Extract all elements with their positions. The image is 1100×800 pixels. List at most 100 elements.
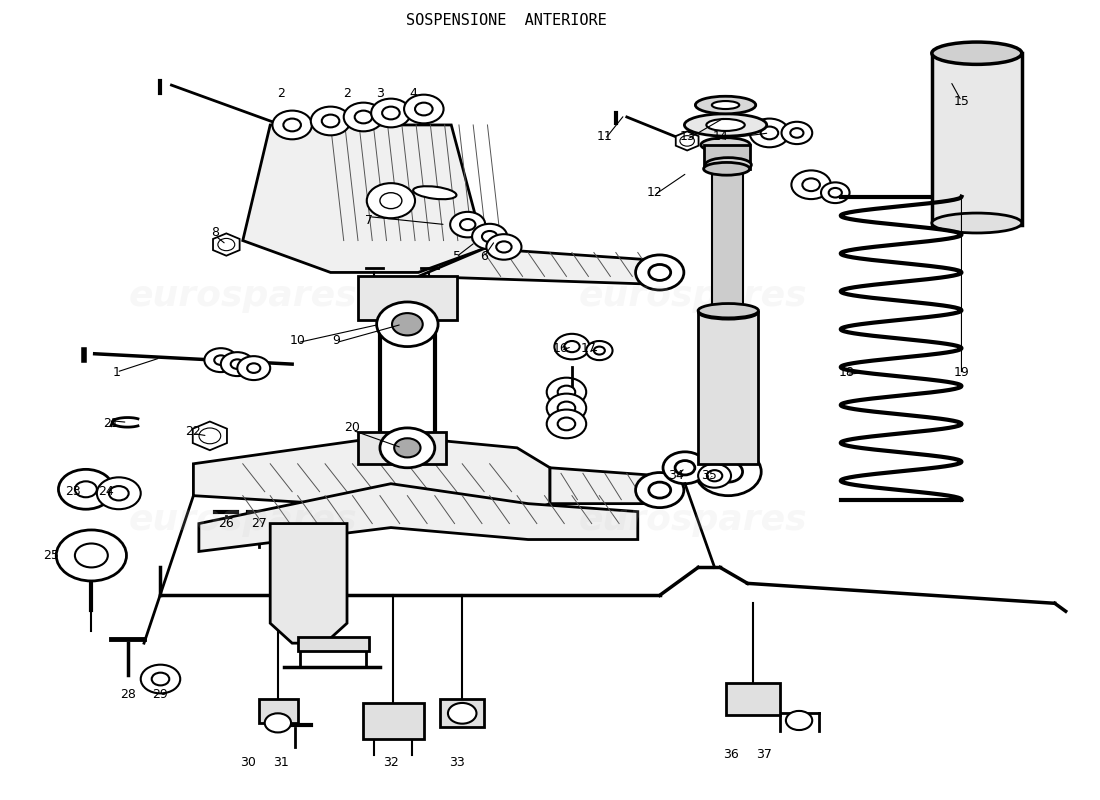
Polygon shape (199, 484, 638, 551)
Text: 27: 27 (251, 517, 267, 530)
Circle shape (636, 473, 684, 508)
Text: eurospares: eurospares (129, 502, 358, 537)
Text: 8: 8 (211, 226, 219, 239)
Text: 20: 20 (344, 422, 361, 434)
Ellipse shape (704, 162, 750, 175)
Text: 29: 29 (153, 689, 168, 702)
Circle shape (547, 378, 586, 406)
Circle shape (695, 448, 761, 496)
Text: 5: 5 (453, 250, 461, 263)
Text: 24: 24 (98, 485, 113, 498)
Text: 19: 19 (954, 366, 969, 378)
Circle shape (636, 255, 684, 290)
Bar (726, 683, 780, 715)
Bar (440, 699, 484, 727)
Circle shape (698, 464, 732, 488)
Text: 2: 2 (343, 86, 351, 99)
Bar (713, 167, 744, 310)
Bar (363, 703, 424, 739)
Text: eurospares: eurospares (129, 279, 358, 314)
Text: 23: 23 (65, 485, 80, 498)
Text: 14: 14 (712, 130, 728, 143)
Bar (698, 312, 759, 464)
Text: 13: 13 (680, 130, 695, 143)
Circle shape (486, 234, 521, 260)
Circle shape (371, 98, 410, 127)
Ellipse shape (705, 158, 751, 172)
Circle shape (58, 470, 113, 510)
Text: 18: 18 (838, 366, 855, 378)
Bar (932, 54, 1022, 225)
Text: 26: 26 (219, 517, 234, 530)
Bar (260, 699, 298, 723)
Circle shape (56, 530, 126, 581)
Text: eurospares: eurospares (579, 279, 807, 314)
Text: 28: 28 (120, 689, 135, 702)
Circle shape (736, 686, 770, 712)
Bar (298, 637, 368, 651)
Circle shape (404, 94, 443, 123)
Text: 37: 37 (756, 748, 772, 762)
Ellipse shape (706, 119, 745, 131)
Circle shape (97, 478, 141, 510)
Text: 22: 22 (186, 426, 201, 438)
Text: 15: 15 (954, 94, 969, 107)
Circle shape (663, 452, 707, 484)
Circle shape (791, 170, 830, 199)
Ellipse shape (932, 213, 1022, 233)
Circle shape (311, 106, 350, 135)
Text: 4: 4 (409, 86, 417, 99)
Text: 33: 33 (449, 756, 464, 770)
Circle shape (366, 183, 415, 218)
Bar (358, 432, 446, 464)
Text: 6: 6 (481, 250, 488, 263)
Polygon shape (271, 523, 346, 643)
Circle shape (472, 224, 507, 250)
Circle shape (394, 438, 420, 458)
Text: eurospares: eurospares (579, 502, 807, 537)
Polygon shape (418, 249, 660, 285)
Circle shape (376, 302, 438, 346)
Ellipse shape (701, 138, 750, 152)
Polygon shape (675, 131, 698, 150)
Circle shape (141, 665, 180, 694)
Text: 16: 16 (553, 342, 569, 354)
Text: 25: 25 (43, 549, 58, 562)
Circle shape (371, 706, 415, 738)
Text: 3: 3 (376, 86, 384, 99)
Circle shape (343, 102, 383, 131)
Ellipse shape (698, 305, 759, 319)
Circle shape (586, 341, 613, 360)
Text: 12: 12 (647, 186, 662, 199)
Text: 1: 1 (112, 366, 121, 378)
Circle shape (750, 118, 789, 147)
Polygon shape (194, 436, 550, 515)
Bar (704, 145, 750, 169)
Circle shape (238, 356, 271, 380)
Circle shape (392, 313, 422, 335)
Text: 31: 31 (273, 756, 289, 770)
Circle shape (448, 703, 476, 724)
Text: 7: 7 (365, 214, 373, 227)
Ellipse shape (712, 101, 739, 109)
Circle shape (547, 394, 586, 422)
Circle shape (379, 428, 434, 468)
Text: 10: 10 (289, 334, 306, 346)
Polygon shape (550, 468, 660, 504)
Circle shape (221, 352, 254, 376)
Ellipse shape (698, 303, 759, 318)
Text: 2: 2 (277, 86, 285, 99)
Text: 21: 21 (103, 418, 119, 430)
Ellipse shape (932, 42, 1022, 64)
Text: 30: 30 (240, 756, 256, 770)
Circle shape (292, 590, 327, 616)
Text: 9: 9 (332, 334, 340, 346)
Ellipse shape (695, 96, 756, 114)
Circle shape (450, 212, 485, 238)
Text: 11: 11 (597, 130, 613, 143)
Text: 36: 36 (723, 748, 739, 762)
Circle shape (265, 714, 292, 733)
Circle shape (289, 537, 329, 566)
Text: SOSPENSIONE  ANTERIORE: SOSPENSIONE ANTERIORE (406, 14, 606, 28)
Circle shape (554, 334, 590, 359)
